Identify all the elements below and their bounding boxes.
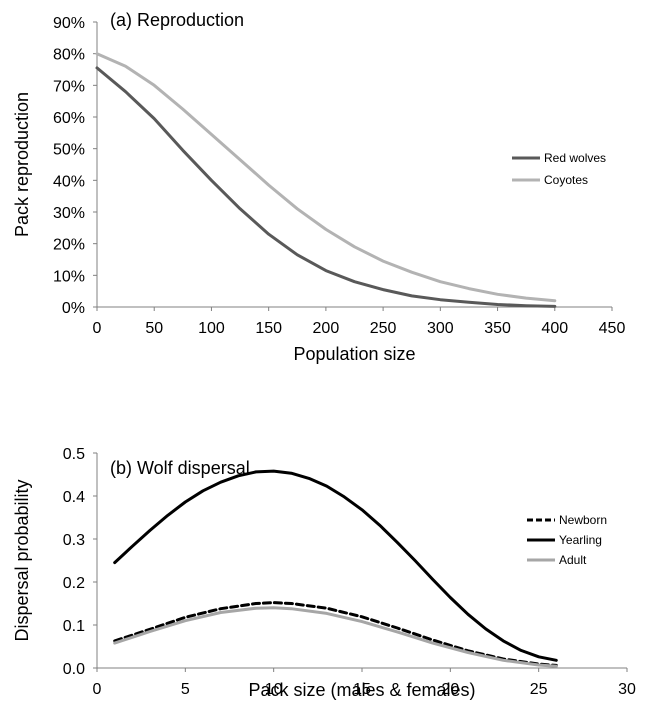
series-line-coyotes	[95, 52, 557, 303]
x-tick-label: 100	[198, 320, 225, 337]
legend: Red wolves Coyotes	[512, 151, 606, 187]
y-tick-label: 20%	[53, 237, 85, 254]
y-tick-label: 0.5	[63, 446, 85, 463]
y-tick-label: 90%	[53, 15, 85, 32]
x-tick-label: 400	[541, 320, 568, 337]
x-tick-label: 450	[599, 320, 626, 337]
y-tick-label: 60%	[53, 110, 85, 127]
y-tick-label: 0%	[62, 300, 85, 317]
x-tick-label: 30	[618, 681, 636, 698]
y-tick-label: 80%	[53, 47, 85, 64]
legend-label: Red wolves	[544, 151, 606, 165]
axes	[96, 22, 612, 308]
y-tick-label: 0.1	[63, 618, 85, 635]
y-axis-ticks: 0% 10% 20% 30% 40% 50% 60% 70% 80% 90%	[53, 15, 97, 317]
x-tick-label: 350	[484, 320, 511, 337]
y-axis-title: Pack reproduction	[12, 92, 32, 237]
legend: Newborn Yearling Adult	[527, 513, 607, 567]
y-tick-label: 30%	[53, 205, 85, 222]
x-axis-ticks: 0 50 100 150 200 250 300 350 400 450	[93, 307, 626, 337]
x-tick-label: 5	[181, 681, 190, 698]
x-tick-label: 25	[530, 681, 548, 698]
y-axis-title: Dispersal probability	[12, 479, 32, 641]
x-tick-label: 10	[265, 681, 283, 698]
series-layer	[113, 469, 558, 668]
y-tick-label: 70%	[53, 78, 85, 95]
x-tick-label: 0	[93, 320, 102, 337]
axes	[96, 453, 627, 669]
y-tick-label: 0.2	[63, 575, 85, 592]
x-tick-label: 250	[370, 320, 397, 337]
y-tick-label: 0.0	[63, 661, 85, 678]
y-tick-label: 0.3	[63, 532, 85, 549]
x-axis-title: Population size	[293, 344, 415, 364]
series-layer	[95, 52, 557, 308]
x-tick-label: 50	[145, 320, 163, 337]
x-tick-label: 150	[255, 320, 282, 337]
legend-label: Newborn	[559, 513, 607, 527]
y-tick-label: 50%	[53, 142, 85, 159]
chart-title: (a) Reproduction	[110, 10, 244, 30]
series-line-adult	[113, 606, 558, 668]
y-tick-label: 10%	[53, 268, 85, 285]
x-axis-ticks: 0 5 10 15 20 25 30	[93, 668, 636, 698]
x-tick-label: 15	[353, 681, 371, 698]
panel-wolf-dispersal: 0 5 10 15 20 25 30 0.0 0.1 0.2 0.3 0.4 0.5 Newborn Y…	[12, 446, 636, 700]
series-line-yearling	[113, 469, 558, 662]
panel-reproduction: 0 50 100 150 200 250 300 350 400 450 0% 10% 20% 30% 4…	[12, 10, 625, 364]
y-tick-label: 0.4	[63, 489, 85, 506]
x-tick-label: 0	[93, 681, 102, 698]
legend-label: Adult	[559, 553, 587, 567]
chart-title: (b) Wolf dispersal	[110, 458, 250, 478]
y-tick-label: 40%	[53, 173, 85, 190]
x-tick-label: 300	[427, 320, 454, 337]
series-line-red-wolves	[95, 66, 557, 308]
legend-label: Yearling	[559, 533, 602, 547]
legend-label: Coyotes	[544, 173, 588, 187]
x-tick-label: 20	[441, 681, 459, 698]
x-tick-label: 200	[313, 320, 340, 337]
x-axis-title: Pack size (males & females)	[248, 680, 475, 700]
y-axis-ticks: 0.0 0.1 0.2 0.3 0.4 0.5	[63, 446, 97, 678]
